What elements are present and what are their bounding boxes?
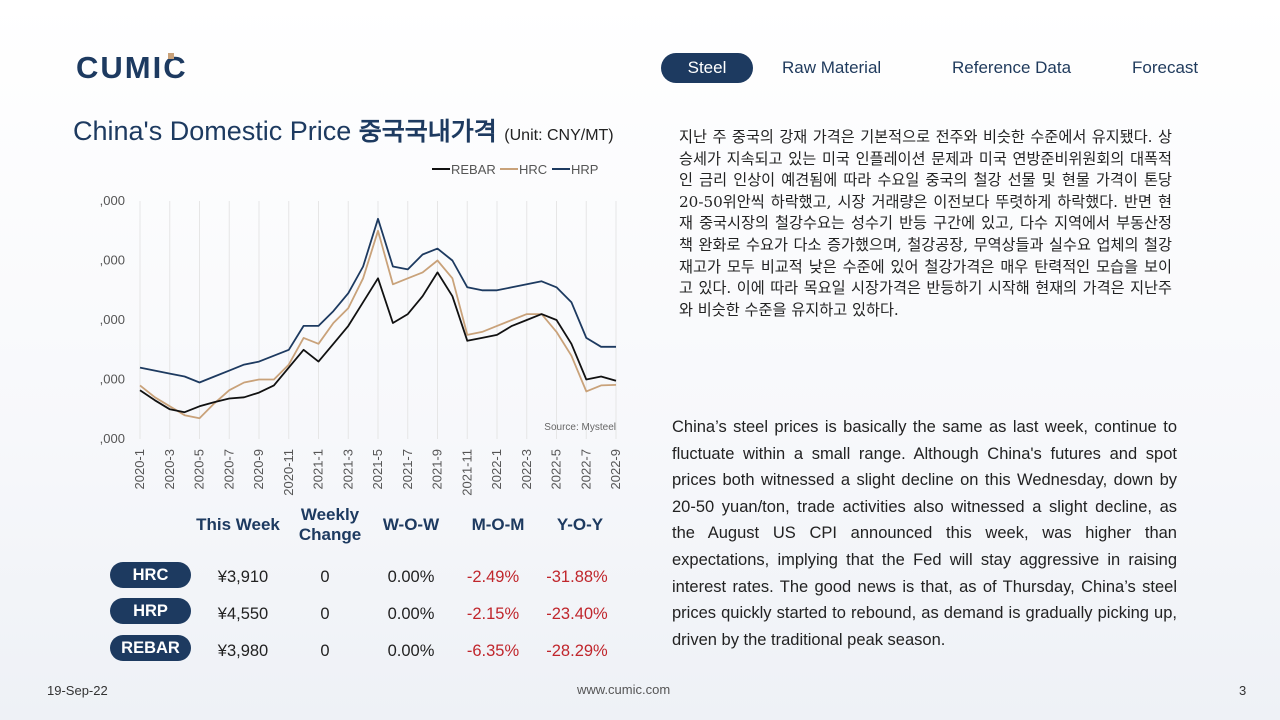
nav-tab-forecast[interactable]: Forecast bbox=[1132, 58, 1199, 77]
product-badge-hrp: HRP bbox=[110, 598, 191, 624]
english-commentary: China’s steel prices is basically the sa… bbox=[672, 418, 1177, 649]
cell-yoy: -23.40% bbox=[546, 605, 608, 623]
legend-label-hrc: HRC bbox=[519, 162, 547, 177]
cell-this-week: ¥3,980 bbox=[217, 642, 269, 660]
col-mom: M-O-M bbox=[471, 515, 525, 534]
x-tick-label: 2020-7 bbox=[221, 449, 236, 489]
title-unit: (Unit: CNY/MT) bbox=[504, 127, 614, 144]
x-tick-label: 2021-3 bbox=[340, 449, 355, 489]
cumic-logo: CUMIC bbox=[76, 50, 188, 84]
logo-accent bbox=[168, 53, 174, 59]
logo-text: CUMIC bbox=[76, 50, 188, 84]
cell-this-week: ¥3,910 bbox=[217, 568, 269, 586]
x-tick-label: 2020-1 bbox=[132, 449, 147, 489]
y-tick-label: 5,000 bbox=[100, 312, 125, 327]
chart-source: Source: Mysteel bbox=[544, 422, 616, 433]
cell-weekly-change: 0 bbox=[320, 642, 330, 660]
page-title: China's Domestic Price 중국국내가격 (Unit: CNY… bbox=[73, 112, 614, 148]
x-tick-label: 2021-7 bbox=[400, 449, 415, 489]
cell-wow: 0.00% bbox=[387, 568, 435, 586]
cell-weekly-change: 0 bbox=[320, 605, 330, 623]
col-this-week: This Week bbox=[196, 515, 280, 534]
cell-mom: -2.15% bbox=[466, 605, 520, 623]
cell-yoy: -31.88% bbox=[546, 568, 608, 586]
footer-url[interactable]: www.cumic.com bbox=[577, 682, 671, 697]
price-line-chart: 7,0006,0005,0004,0003,000 2020-12020-320… bbox=[100, 162, 623, 496]
series-line-hrc bbox=[139, 229, 617, 420]
cell-weekly-change: 0 bbox=[320, 568, 330, 586]
cell-wow: 0.00% bbox=[387, 605, 435, 623]
x-axis: 2020-1 2020-3 2020-5 2020-7 2020-9 2020-11 202… bbox=[132, 201, 623, 496]
chart-series bbox=[139, 217, 617, 420]
title-korean: 중국국내가격 bbox=[358, 117, 497, 146]
korean-commentary: 지난 주 중국의 강재 가격은 기본적으로 전주와 비슷한 수준에서 유지됐다.… bbox=[679, 128, 1172, 319]
legend-label-hrp: HRP bbox=[571, 162, 598, 177]
series-line-rebar bbox=[139, 271, 617, 414]
series-line-hrp bbox=[139, 217, 616, 384]
y-tick-label: 4,000 bbox=[100, 372, 125, 387]
chart-legend: REBAR HRC HRP bbox=[432, 162, 598, 177]
cell-wow: 0.00% bbox=[387, 642, 435, 660]
y-axis: 7,000 6,000 5,000 4,000 3,000 bbox=[100, 193, 125, 446]
x-tick-label: 2021-1 bbox=[311, 449, 326, 489]
x-tick-label: 2021-5 bbox=[370, 449, 385, 489]
y-tick-label: 7,000 bbox=[100, 193, 125, 208]
x-tick-label: 2020-3 bbox=[162, 449, 177, 489]
y-tick-label: 6,000 bbox=[100, 253, 125, 268]
footer-page-number: 3 bbox=[1239, 683, 1247, 698]
nav-tab-reference-data[interactable]: Reference Data bbox=[952, 58, 1072, 77]
x-tick-label: 2020-9 bbox=[251, 449, 266, 489]
col-weekly-change: Weekly Change bbox=[298, 505, 362, 544]
y-tick-label: 3,000 bbox=[100, 431, 125, 446]
x-tick-label: 2022-3 bbox=[519, 449, 534, 489]
cell-mom: -6.35% bbox=[466, 642, 520, 660]
x-tick-label: 2022-5 bbox=[549, 449, 564, 489]
x-tick-label: 2020-5 bbox=[192, 449, 207, 489]
x-tick-label: 2020-11 bbox=[281, 449, 296, 496]
cell-yoy: -28.29% bbox=[546, 642, 608, 660]
footer-date: 19-Sep-22 bbox=[47, 683, 108, 698]
x-tick-label: 2021-11 bbox=[459, 449, 474, 496]
nav-tab-raw-material[interactable]: Raw Material bbox=[782, 58, 882, 77]
product-badge-hrc: HRC bbox=[110, 562, 191, 588]
x-tick-label: 2022-9 bbox=[608, 449, 623, 489]
col-wow: W-O-W bbox=[382, 515, 440, 534]
product-badge-rebar: REBAR bbox=[110, 635, 191, 661]
x-tick-label: 2022-1 bbox=[489, 449, 504, 489]
cell-this-week: ¥4,550 bbox=[217, 605, 269, 623]
x-tick-label: 2021-9 bbox=[430, 449, 445, 489]
legend-label-rebar: REBAR bbox=[451, 162, 496, 177]
cell-mom: -2.49% bbox=[466, 568, 520, 586]
x-tick-label: 2022-7 bbox=[578, 449, 593, 489]
title-english: China's Domestic Price bbox=[73, 116, 352, 146]
nav-tab-steel[interactable]: Steel bbox=[661, 53, 753, 83]
col-yoy: Y-O-Y bbox=[556, 515, 604, 534]
